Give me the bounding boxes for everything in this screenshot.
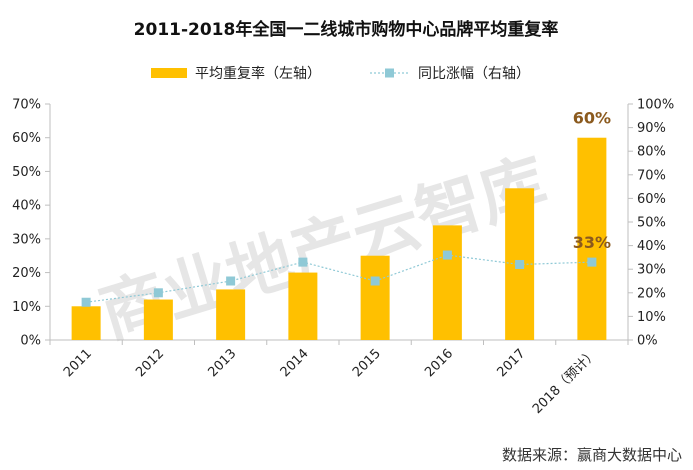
data-labels: 60% 33% bbox=[573, 109, 611, 252]
x-tick-label: 2015 bbox=[350, 346, 384, 380]
source-note: 数据来源：赢商大数据中心 bbox=[502, 446, 682, 464]
right-tick-label: 80% bbox=[637, 145, 666, 160]
x-tick-label: 2012 bbox=[133, 346, 167, 380]
line-point bbox=[442, 250, 452, 260]
right-tick-label: 60% bbox=[637, 192, 666, 207]
data-label: 60% bbox=[573, 109, 611, 128]
left-tick-label: 30% bbox=[12, 232, 41, 247]
right-tick-label: 20% bbox=[637, 286, 666, 301]
line-point bbox=[515, 259, 525, 269]
right-tick-label: 70% bbox=[637, 168, 666, 183]
bar bbox=[288, 272, 318, 340]
right-tick-label: 0% bbox=[637, 334, 658, 349]
legend-line-label: 同比涨幅（右轴） bbox=[418, 66, 530, 82]
x-tick-label: 2018（预计） bbox=[530, 346, 601, 417]
bar bbox=[71, 306, 101, 340]
x-tick-label: 2014 bbox=[278, 346, 312, 380]
line-point bbox=[587, 257, 597, 267]
line-point bbox=[298, 257, 308, 267]
legend-bar-label: 平均重复率（左轴） bbox=[195, 65, 321, 82]
x-tick-label: 2017 bbox=[494, 346, 528, 380]
data-label: 33% bbox=[573, 233, 611, 252]
left-tick-label: 40% bbox=[12, 199, 41, 214]
right-tick-label: 90% bbox=[637, 121, 666, 136]
bar bbox=[360, 255, 390, 340]
bar bbox=[216, 289, 246, 340]
legend-line-marker bbox=[385, 68, 394, 78]
bar bbox=[432, 225, 462, 340]
right-tick-label: 30% bbox=[637, 263, 666, 278]
right-tick-label: 40% bbox=[637, 239, 666, 254]
x-tick-label: 2011 bbox=[61, 346, 95, 380]
left-tick-label: 0% bbox=[20, 334, 41, 349]
left-tick-label: 10% bbox=[12, 300, 41, 315]
line-series bbox=[81, 250, 597, 307]
left-tick-label: 70% bbox=[12, 98, 41, 113]
left-tick-label: 20% bbox=[12, 266, 41, 281]
left-tick-label: 60% bbox=[12, 131, 41, 146]
x-tick-label: 2013 bbox=[205, 346, 239, 380]
legend: 平均重复率（左轴） 同比涨幅（右轴） bbox=[151, 65, 530, 82]
line-point bbox=[81, 297, 91, 307]
line-point bbox=[226, 276, 236, 286]
x-tick-label: 2016 bbox=[422, 346, 456, 380]
bar bbox=[577, 137, 607, 340]
left-tick-label: 50% bbox=[12, 165, 41, 180]
line-path bbox=[86, 254, 592, 303]
bar-series bbox=[71, 137, 607, 340]
bar bbox=[143, 299, 173, 340]
line-point bbox=[370, 276, 380, 286]
right-tick-label: 10% bbox=[637, 310, 666, 325]
right-tick-label: 100% bbox=[637, 98, 674, 113]
chart-title: 2011-2018年全国一二线城市购物中心品牌平均重复率 bbox=[134, 19, 559, 40]
line-point bbox=[153, 288, 163, 298]
legend-bar-swatch bbox=[151, 68, 187, 78]
right-tick-label: 50% bbox=[637, 216, 666, 231]
